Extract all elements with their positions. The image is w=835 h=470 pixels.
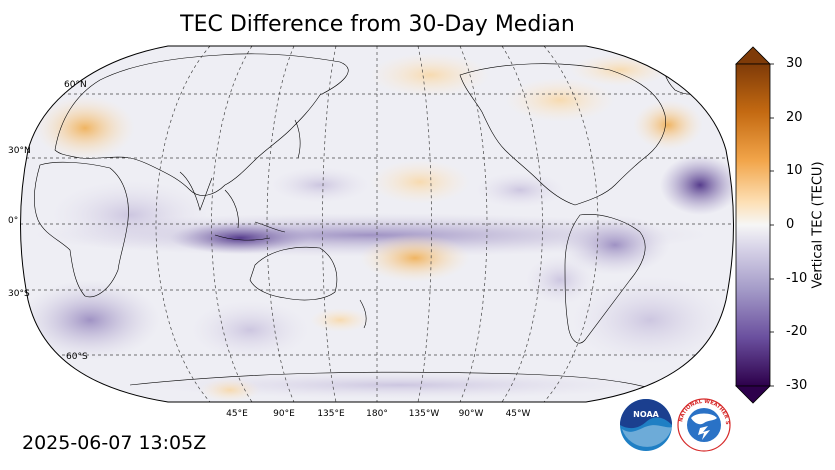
colorbar-label: Vertical TEC (TECU) <box>810 161 826 289</box>
lon-label: 135°E <box>317 409 345 419</box>
tec-anomaly-field <box>20 46 734 402</box>
globe-border <box>20 45 734 403</box>
colorbar-tick-label: 0 <box>786 217 795 232</box>
lat-label-30n: 30°N <box>8 146 31 156</box>
colorbar-extend-top <box>735 46 771 65</box>
colorbar-extend-bottom <box>735 385 771 404</box>
lat-label-60s: 60°S <box>66 352 88 362</box>
colorbar-body <box>735 63 771 387</box>
agency-logos: NOAA NATIONAL WEATHER SERVICE <box>618 396 731 452</box>
colorbar-tick-label: -30 <box>786 378 808 393</box>
lon-label: 180° <box>366 409 388 419</box>
colorbar-tick-label: -20 <box>786 324 808 339</box>
lon-label: 135°W <box>408 409 440 419</box>
graticule <box>20 46 734 402</box>
noaa-logo: NOAA <box>620 399 672 451</box>
colorbar-tick-label: 20 <box>786 110 803 125</box>
colorbar-tick-label: 30 <box>786 56 803 71</box>
lat-label-30s: 30°S <box>8 289 30 299</box>
noaa-logo-text: NOAA <box>633 410 659 419</box>
lat-label-0: 0° <box>8 216 19 226</box>
timestamp: 2025-06-07 13:05Z <box>22 432 207 454</box>
lon-label: 45°W <box>505 409 531 419</box>
lon-label: 45°E <box>226 409 248 419</box>
lat-label-60n: 60°N <box>64 80 87 90</box>
lon-label: 90°E <box>273 409 295 419</box>
lon-label: 90°W <box>458 409 484 419</box>
colorbar-tick-label: -10 <box>786 271 808 286</box>
colorbar-tick-label: 10 <box>786 163 803 178</box>
chart-title: TEC Difference from 30-Day Median <box>180 12 575 37</box>
